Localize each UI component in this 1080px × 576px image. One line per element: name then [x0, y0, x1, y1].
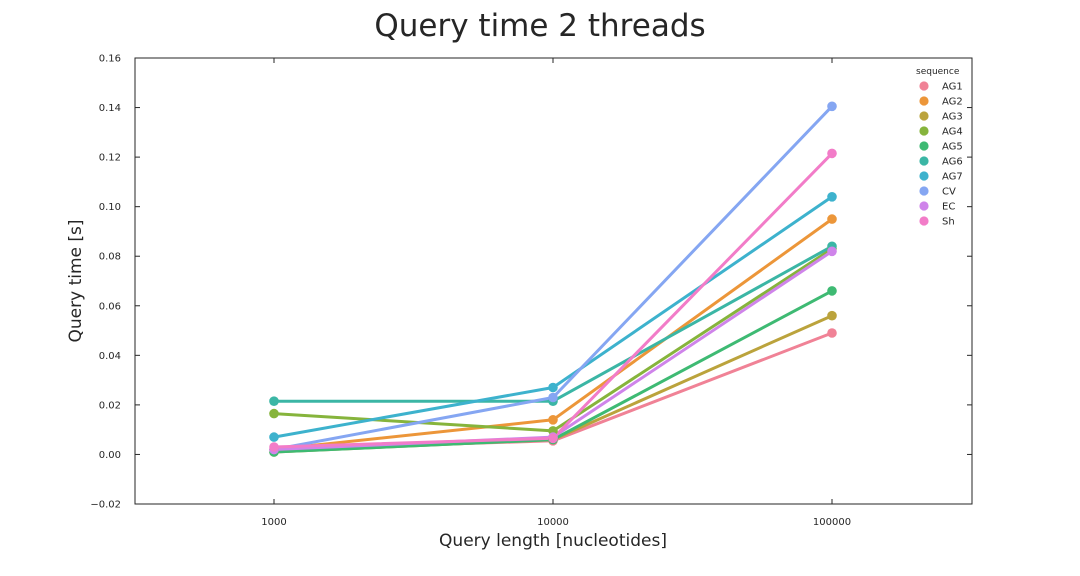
legend-label-cv: CV	[942, 187, 956, 198]
legend-label-sh: Sh	[942, 217, 955, 228]
legend-label-ag4: AG4	[942, 127, 963, 138]
x-axis: 1000 10000 100000	[261, 58, 851, 528]
y-tick-label: 0.12	[99, 153, 121, 164]
data-point-ag5	[827, 286, 837, 296]
x-axis-label: Query length [nucleotides]	[439, 531, 667, 551]
y-tick-label: 0.00	[99, 450, 121, 461]
y-tick-label: 0.14	[99, 103, 121, 114]
y-tick-label: 0.10	[99, 202, 121, 213]
legend-marker-ag6	[919, 156, 929, 166]
legend-label-ag1: AG1	[942, 82, 963, 93]
data-point-sh	[827, 148, 837, 159]
chart-title: Query time 2 threads	[374, 8, 705, 44]
y-tick-label: 0.08	[99, 252, 121, 263]
data-point-ag6	[269, 396, 279, 407]
y-tick-label: 0.02	[99, 400, 121, 411]
legend-marker-ag7	[919, 171, 929, 181]
series-points	[269, 101, 837, 457]
data-point-sh	[269, 442, 279, 452]
legend-label-ag3: AG3	[942, 112, 963, 123]
legend-marker-ag4	[919, 126, 929, 136]
data-point-ag1	[827, 328, 837, 338]
data-point-ag7	[269, 432, 279, 442]
legend-label-ec: EC	[942, 202, 955, 213]
legend-label-ag2: AG2	[942, 97, 963, 108]
data-point-sh	[548, 433, 558, 444]
x-tick-label: 1000	[261, 517, 286, 528]
legend-label-ag6: AG6	[942, 157, 963, 168]
data-point-cv	[548, 392, 558, 403]
data-point-ec	[827, 246, 837, 257]
data-point-ag2	[827, 214, 837, 224]
y-tick-label: 0.06	[99, 301, 121, 312]
y-tick-label: 0.04	[99, 351, 121, 362]
data-point-ag2	[548, 415, 558, 425]
y-axis: −0.02 0.00 0.02 0.04 0.06 0.08 0.10 0.12 0.14 0.1…	[90, 54, 972, 511]
legend: sequence AG1 AG2 AG3 AG4 AG5 AG6 AG7 CV EC Sh	[916, 67, 963, 228]
legend-marker-cv	[919, 186, 929, 196]
y-tick-label: −0.02	[90, 500, 121, 511]
y-tick-label: 0.16	[99, 54, 121, 65]
series-line-ag6	[274, 244, 833, 403]
legend-label-ag7: AG7	[942, 172, 963, 183]
x-tick-label: 100000	[813, 517, 851, 528]
legend-marker-ag2	[919, 96, 929, 106]
data-point-ag4	[269, 408, 279, 419]
legend-marker-ec	[919, 201, 929, 211]
data-point-ag7	[548, 382, 558, 393]
x-tick-label: 10000	[537, 517, 569, 528]
data-point-ag7	[827, 192, 837, 202]
legend-label-ag5: AG5	[942, 142, 963, 153]
data-point-ag3	[827, 310, 837, 321]
legend-marker-ag3	[919, 111, 929, 121]
legend-marker-sh	[919, 216, 929, 226]
y-axis-label: Query time [s]	[66, 219, 86, 342]
data-point-cv	[827, 101, 837, 112]
legend-title: sequence	[916, 67, 960, 77]
legend-marker-ag5	[919, 141, 929, 151]
legend-marker-ag1	[919, 81, 929, 91]
